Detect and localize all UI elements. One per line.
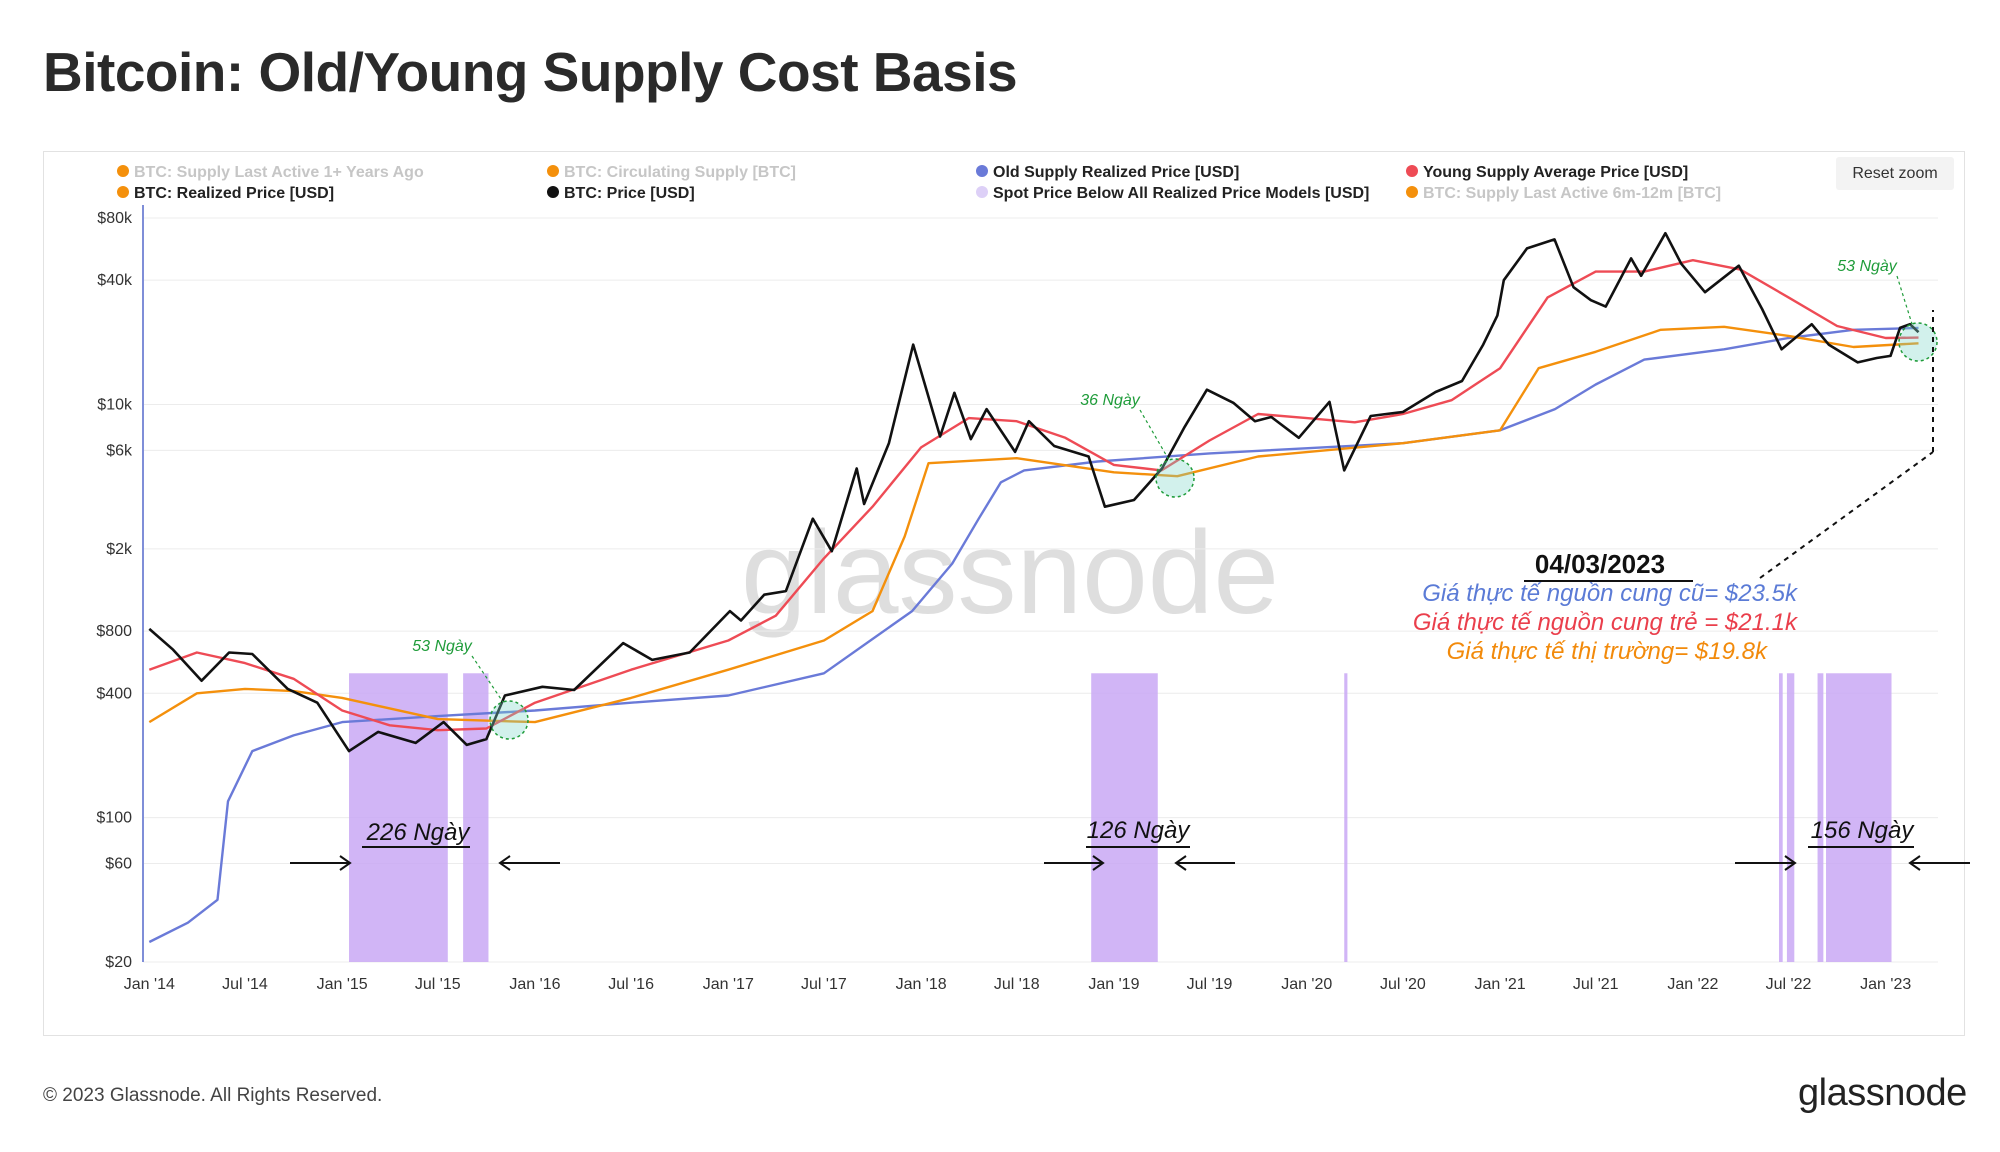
series-line	[148, 231, 1920, 753]
x-tick-label: Jul '17	[801, 976, 847, 993]
legend-label: Spot Price Below All Realized Price Mode…	[993, 185, 1369, 202]
period-arrow-head	[339, 855, 352, 871]
spot-below-band	[1826, 673, 1892, 962]
spot-below-band	[1344, 673, 1348, 962]
legend: BTC: Supply Last Active 1+ Years Ago BTC:…	[117, 164, 1721, 202]
copyright: © 2023 Glassnode. All Rights Reserved.	[43, 1085, 383, 1106]
spot-below-band	[1786, 673, 1795, 962]
x-tick-label: Jan '22	[1667, 976, 1718, 993]
y-tick-label: $2k	[106, 541, 133, 558]
axes: $20 $60 $100 $400 $800 $2k $6k $10k $40k $80k Jan …	[96, 205, 1911, 993]
period-arrow-head	[1908, 855, 1921, 871]
x-tick-label: Jan '17	[703, 976, 754, 993]
crossover-label: 53 Ngày	[412, 638, 473, 655]
annotations: 226 Ngày 126 Ngày 156 Ngày 53 Ngày 36 Ngày 53…	[290, 258, 1970, 871]
legend-marker	[547, 186, 559, 198]
period-arrow-head	[1174, 855, 1187, 871]
x-tick-label: Jan '21	[1475, 976, 1526, 993]
legend-item: BTC: Price [USD]	[547, 185, 695, 202]
x-tick-label: Jan '18	[896, 976, 947, 993]
y-tick-label: $60	[105, 855, 132, 872]
period-arrow-head	[498, 855, 511, 871]
page-title: Bitcoin: Old/Young Supply Cost Basis	[43, 41, 1018, 103]
y-tick-label: $400	[96, 685, 132, 702]
spot-below-band	[463, 673, 489, 962]
chart-frame	[43, 151, 1965, 1036]
y-tick-label: $20	[105, 954, 132, 971]
legend-label: Old Supply Realized Price [USD]	[993, 164, 1239, 181]
legend-marker	[1406, 186, 1418, 198]
young-supply-note: Giá thực tế nguồn cung trẻ = $21.1k	[1413, 609, 1799, 636]
watermark: glassnode	[741, 507, 1279, 639]
x-tick-label: Jul '19	[1187, 976, 1233, 993]
y-tick-label: $10k	[97, 397, 133, 414]
legend-label: BTC: Circulating Supply [BTC]	[564, 164, 796, 181]
x-tick-label: Jan '14	[124, 976, 175, 993]
y-tick-label: $80k	[97, 210, 133, 227]
y-tick-label: $40k	[97, 272, 133, 289]
series-line	[148, 259, 1919, 732]
crossover-leader	[1896, 275, 1913, 325]
x-tick-label: Jan '20	[1281, 976, 1332, 993]
x-tick-label: Jul '14	[222, 976, 268, 993]
x-tick-label: Jan '23	[1860, 976, 1911, 993]
callout-pointer	[1759, 451, 1934, 579]
crossover-leader	[1139, 409, 1170, 461]
callout-date: 04/03/2023	[1535, 549, 1665, 579]
reset-zoom-button[interactable]: Reset zoom	[1836, 157, 1954, 190]
legend-item: BTC: Supply Last Active 1+ Years Ago	[117, 164, 424, 181]
spot-below-band	[1778, 673, 1783, 962]
legend-item: BTC: Realized Price [USD]	[117, 185, 334, 202]
old-supply-note: Giá thực tế nguồn cung cũ= $23.5k	[1422, 580, 1799, 607]
period-label: 156 Ngày	[1811, 817, 1916, 844]
period-arrow-head	[1092, 855, 1105, 871]
legend-item: BTC: Supply Last Active 6m-12m [BTC]	[1406, 185, 1721, 202]
series-line	[148, 325, 1919, 724]
spot-below-shading	[349, 673, 1892, 962]
market-note: Giá thực tế thị trường= $19.8k	[1447, 638, 1769, 665]
crossover-circle	[489, 700, 529, 740]
crossover-circle	[1898, 322, 1938, 362]
legend-item: BTC: Circulating Supply [BTC]	[547, 164, 796, 181]
legend-item: Old Supply Realized Price [USD]	[976, 164, 1239, 181]
period-label: 126 Ngày	[1087, 817, 1192, 844]
series-lines	[148, 231, 1920, 944]
spot-below-band	[1817, 673, 1824, 962]
series-line	[148, 326, 1919, 944]
x-tick-label: Jul '22	[1766, 976, 1812, 993]
x-tick-label: Jul '16	[608, 976, 654, 993]
legend-label: BTC: Supply Last Active 6m-12m [BTC]	[1423, 185, 1721, 202]
crossover-label: 36 Ngày	[1080, 392, 1141, 409]
y-tick-label: $6k	[106, 442, 133, 459]
y-tick-label: $100	[96, 810, 132, 827]
legend-item: Spot Price Below All Realized Price Mode…	[976, 185, 1369, 202]
x-tick-label: Jul '21	[1573, 976, 1619, 993]
x-tick-label: Jan '15	[317, 976, 368, 993]
y-tick-label: $800	[96, 623, 132, 640]
period-label: 226 Ngày	[366, 819, 472, 846]
x-tick-label: Jan '16	[509, 976, 560, 993]
legend-marker	[547, 165, 559, 177]
legend-marker	[117, 186, 129, 198]
legend-label: BTC: Supply Last Active 1+ Years Ago	[134, 164, 424, 181]
x-tick-label: Jan '19	[1088, 976, 1139, 993]
legend-marker	[976, 186, 988, 198]
legend-marker	[976, 165, 988, 177]
x-tick-label: Jul '15	[415, 976, 461, 993]
legend-label: Young Supply Average Price [USD]	[1423, 164, 1688, 181]
period-arrow-head	[1784, 855, 1797, 871]
legend-marker	[117, 165, 129, 177]
legend-label: BTC: Price [USD]	[564, 185, 695, 202]
brand-logo: glassnode	[1798, 1072, 1967, 1114]
legend-marker	[1406, 165, 1418, 177]
spot-below-band	[1091, 673, 1158, 962]
x-tick-label: Jul '20	[1380, 976, 1426, 993]
crossover-label: 53 Ngày	[1837, 258, 1898, 275]
crossover-circle	[1155, 458, 1195, 498]
x-tick-label: Jul '18	[994, 976, 1040, 993]
legend-item: Young Supply Average Price [USD]	[1406, 164, 1688, 181]
legend-label: BTC: Realized Price [USD]	[134, 185, 334, 202]
